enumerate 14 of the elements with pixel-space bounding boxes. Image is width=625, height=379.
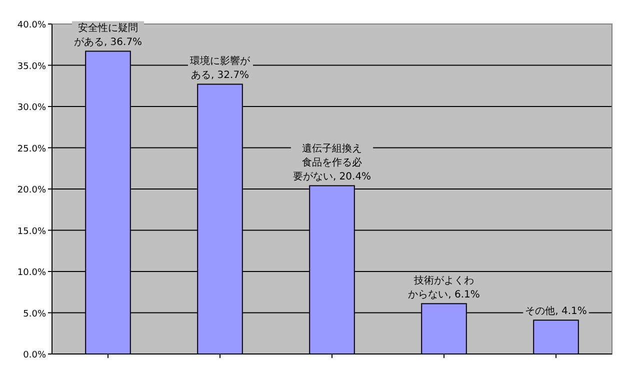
y-tick-label: 5.0% xyxy=(23,309,46,320)
y-tick-label: 35.0% xyxy=(17,62,46,72)
y-tick-label: 15.0% xyxy=(17,226,46,237)
data-label: その他, 4.1% xyxy=(525,305,587,318)
data-label: 遺伝子組換え食品を作る必要がない, 20.4% xyxy=(292,142,372,183)
data-label: 環境に影響がある, 32.7% xyxy=(190,55,251,82)
data-label: 技術がよくわからない, 6.1% xyxy=(408,274,480,301)
y-tick-label: 0.0% xyxy=(23,350,46,360)
y-tick-label: 30.0% xyxy=(17,103,46,113)
y-tick-label: 25.0% xyxy=(17,144,46,154)
y-tick-label: 40.0% xyxy=(17,20,46,30)
y-tick-label: 20.0% xyxy=(17,186,46,196)
y-tick-label: 10.0% xyxy=(17,268,46,278)
data-label: 安全性に疑問がある, 36.7% xyxy=(74,22,142,48)
